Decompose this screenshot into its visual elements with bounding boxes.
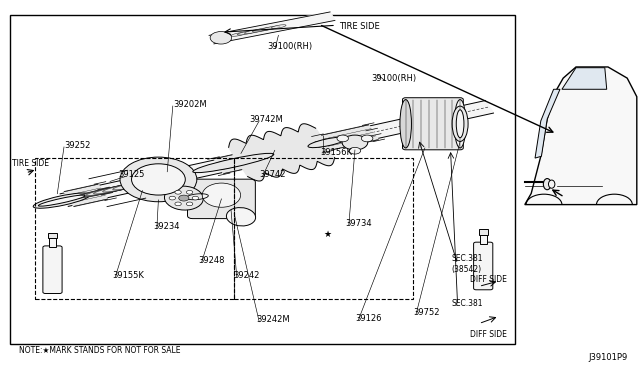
- Ellipse shape: [102, 179, 158, 192]
- Text: J39101P9: J39101P9: [589, 353, 628, 362]
- Text: (38542): (38542): [451, 265, 481, 274]
- Polygon shape: [535, 89, 560, 158]
- FancyBboxPatch shape: [43, 246, 62, 294]
- Ellipse shape: [454, 100, 466, 148]
- Text: 39242: 39242: [234, 271, 260, 280]
- Ellipse shape: [244, 29, 264, 33]
- FancyBboxPatch shape: [188, 179, 255, 219]
- Polygon shape: [60, 100, 493, 206]
- Ellipse shape: [452, 106, 468, 141]
- Ellipse shape: [202, 183, 241, 207]
- Ellipse shape: [253, 28, 273, 32]
- Polygon shape: [320, 125, 378, 150]
- Ellipse shape: [400, 100, 412, 148]
- Ellipse shape: [86, 181, 148, 196]
- Ellipse shape: [193, 153, 274, 173]
- Text: 39125: 39125: [118, 170, 145, 179]
- Polygon shape: [64, 184, 108, 206]
- Polygon shape: [209, 12, 335, 44]
- Bar: [10, 15, 515, 344]
- Circle shape: [179, 195, 189, 201]
- Text: ★: ★: [324, 230, 332, 239]
- Text: 39248: 39248: [198, 256, 225, 265]
- Ellipse shape: [77, 185, 132, 198]
- Text: NOTE:★MARK STANDS FOR NOT FOR SALE: NOTE:★MARK STANDS FOR NOT FOR SALE: [19, 346, 180, 355]
- Ellipse shape: [308, 137, 347, 148]
- Circle shape: [175, 202, 181, 206]
- FancyBboxPatch shape: [474, 242, 493, 290]
- Ellipse shape: [262, 26, 280, 30]
- Ellipse shape: [74, 187, 122, 198]
- Circle shape: [210, 32, 232, 44]
- Ellipse shape: [38, 195, 85, 206]
- Bar: [48, 232, 57, 238]
- Text: 39100(RH): 39100(RH): [371, 74, 417, 83]
- Bar: [35, 158, 234, 299]
- Text: 39100(RH): 39100(RH): [268, 42, 313, 51]
- Text: 39252: 39252: [64, 141, 90, 150]
- Text: 39155K: 39155K: [112, 271, 144, 280]
- Circle shape: [337, 135, 349, 142]
- Text: 39234: 39234: [154, 222, 180, 231]
- Ellipse shape: [543, 179, 551, 190]
- Polygon shape: [562, 68, 607, 89]
- Circle shape: [342, 135, 368, 150]
- Text: TIRE SIDE: TIRE SIDE: [12, 159, 49, 168]
- Circle shape: [186, 190, 193, 194]
- Text: 39742M: 39742M: [250, 115, 284, 124]
- Ellipse shape: [456, 110, 464, 138]
- Polygon shape: [525, 67, 637, 205]
- Text: 39734: 39734: [346, 219, 372, 228]
- Text: DIFF SIDE: DIFF SIDE: [470, 330, 508, 339]
- Circle shape: [175, 190, 181, 194]
- Ellipse shape: [33, 193, 90, 208]
- Text: 39202M: 39202M: [173, 100, 207, 109]
- Bar: [480, 235, 487, 244]
- Text: SEC.381: SEC.381: [451, 299, 483, 308]
- Circle shape: [169, 196, 175, 200]
- Text: SEC.381: SEC.381: [451, 254, 483, 263]
- Ellipse shape: [548, 180, 555, 188]
- Text: 39742: 39742: [259, 170, 285, 179]
- Text: DIFF SIDE: DIFF SIDE: [470, 275, 508, 283]
- Circle shape: [132, 164, 186, 195]
- Ellipse shape: [237, 31, 255, 35]
- Bar: [234, 158, 413, 299]
- Circle shape: [120, 157, 197, 202]
- Ellipse shape: [164, 186, 204, 210]
- Text: TIRE SIDE: TIRE SIDE: [339, 22, 380, 31]
- Ellipse shape: [113, 179, 161, 190]
- Circle shape: [362, 135, 373, 142]
- Ellipse shape: [93, 180, 154, 194]
- FancyBboxPatch shape: [403, 98, 463, 150]
- Text: 39752: 39752: [413, 308, 439, 317]
- Polygon shape: [214, 148, 272, 174]
- Text: 39156K: 39156K: [320, 148, 352, 157]
- Text: 39126: 39126: [355, 314, 381, 323]
- Ellipse shape: [81, 183, 141, 197]
- Bar: [49, 238, 56, 247]
- Ellipse shape: [271, 25, 286, 29]
- Ellipse shape: [231, 32, 246, 36]
- Circle shape: [192, 196, 198, 200]
- Ellipse shape: [227, 208, 255, 226]
- Circle shape: [349, 147, 361, 154]
- Text: 39242M: 39242M: [256, 315, 290, 324]
- Circle shape: [186, 202, 193, 206]
- Polygon shape: [228, 124, 335, 181]
- Bar: [479, 229, 488, 235]
